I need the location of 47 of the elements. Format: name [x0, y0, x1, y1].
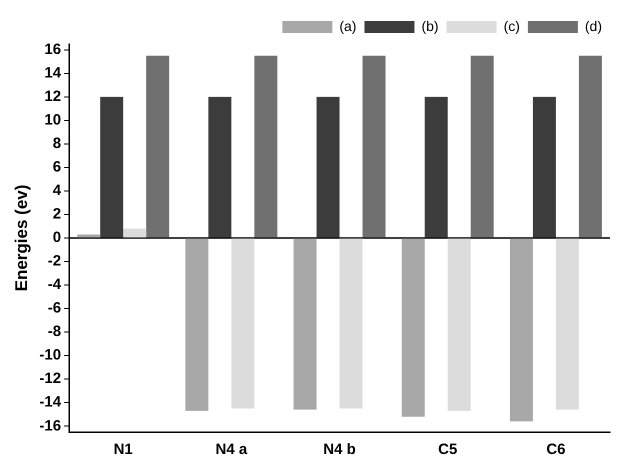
bar	[146, 56, 170, 238]
bar	[208, 96, 232, 238]
y-tick-label: 4	[52, 182, 62, 200]
legend-label: (d)	[584, 18, 602, 34]
bar	[316, 96, 340, 238]
bar	[100, 96, 124, 238]
bar	[254, 56, 278, 238]
x-tick-label: C5	[438, 441, 458, 458]
x-tick-label: N1	[114, 441, 133, 458]
y-axis-title: Energies (ev)	[12, 184, 31, 292]
bar	[424, 96, 448, 238]
y-tick-label: 16	[44, 41, 62, 58]
bar	[340, 238, 363, 408]
y-tick-label: 12	[44, 88, 62, 106]
y-tick-label: 0	[52, 229, 62, 246]
bar	[294, 238, 317, 410]
legend-label: (c)	[504, 18, 520, 34]
y-tick-label: -10	[39, 346, 62, 364]
bar	[556, 238, 579, 410]
y-tick-label: -12	[39, 370, 62, 388]
y-tick-label: 14	[44, 64, 62, 82]
y-tick-label: 8	[52, 135, 62, 152]
x-tick-label: N4 a	[216, 441, 248, 458]
bar	[448, 238, 471, 411]
legend-label: (a)	[339, 18, 356, 34]
y-tick-label: -4	[48, 276, 62, 294]
y-tick-label: -6	[48, 300, 62, 317]
bar	[402, 238, 425, 417]
legend-label: (b)	[421, 18, 439, 34]
x-tick-label: N4 b	[323, 441, 356, 458]
bar	[77, 234, 100, 238]
bar	[231, 238, 254, 408]
y-tick-label: -8	[48, 323, 62, 340]
bar	[362, 56, 386, 238]
bar	[532, 96, 556, 238]
x-tick-label: C6	[546, 441, 566, 458]
y-tick-label: 6	[52, 158, 62, 176]
y-tick-label: 2	[52, 206, 62, 223]
y-tick-label: -14	[39, 394, 62, 411]
y-tick-label: 10	[44, 112, 62, 129]
y-tick-label: -2	[48, 252, 62, 270]
bar	[470, 56, 494, 238]
y-tick-label: -16	[39, 417, 62, 434]
bar	[185, 238, 208, 411]
bar	[578, 56, 602, 238]
bar	[123, 228, 146, 238]
bar	[510, 238, 533, 422]
